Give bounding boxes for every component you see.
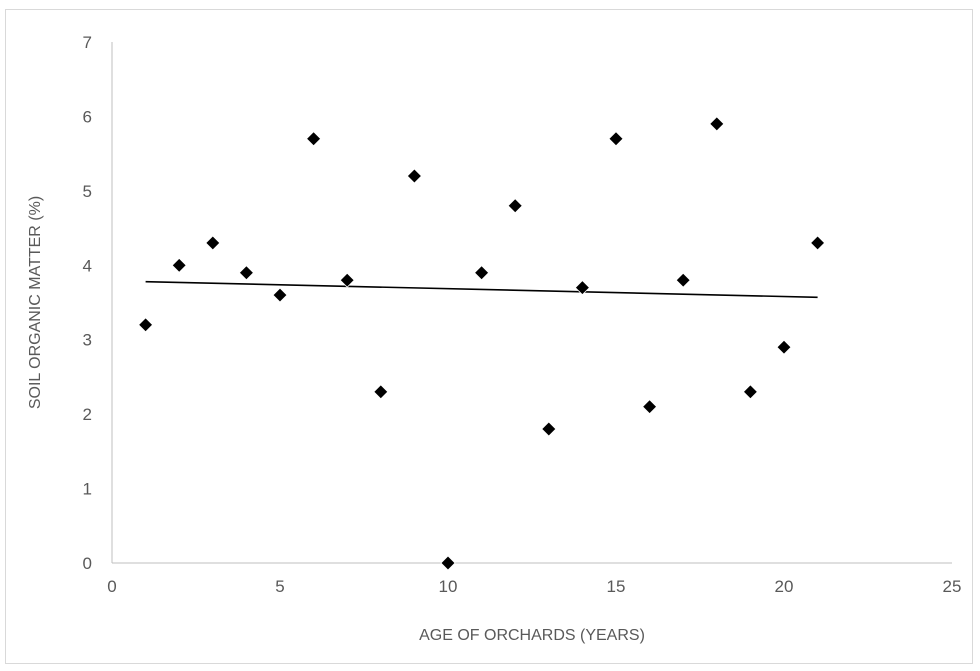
x-tick-labels: 0 5 10 15 20 25 bbox=[107, 577, 961, 596]
y-tick-label: 4 bbox=[83, 256, 92, 275]
data-point-diamond bbox=[373, 384, 389, 400]
x-tick-label: 25 bbox=[943, 577, 962, 596]
data-point-diamond bbox=[171, 257, 187, 273]
data-point-diamond bbox=[238, 265, 254, 281]
data-point-diamond bbox=[138, 317, 154, 333]
data-point-diamond bbox=[339, 272, 355, 288]
x-tick-label: 15 bbox=[607, 577, 626, 596]
data-point-diamond bbox=[709, 116, 725, 132]
trendline bbox=[145, 280, 818, 299]
data-point-diamond bbox=[675, 272, 691, 288]
data-point-diamond bbox=[440, 555, 456, 571]
data-point-diamond bbox=[608, 131, 624, 147]
y-tick-label: 3 bbox=[83, 331, 92, 350]
data-point-diamond bbox=[272, 287, 288, 303]
y-tick-label: 0 bbox=[83, 554, 92, 573]
y-axis-title: SOIL ORGANIC MATTER (%) bbox=[27, 196, 44, 409]
data-point-diamond bbox=[507, 198, 523, 214]
x-axis-title: AGE OF ORCHARDS (YEARS) bbox=[419, 627, 645, 644]
data-point-diamond bbox=[574, 280, 590, 296]
data-point-diamond bbox=[406, 168, 422, 184]
chart-frame bbox=[5, 9, 973, 664]
data-point-diamond bbox=[474, 265, 490, 281]
y-tick-label: 1 bbox=[83, 480, 92, 499]
x-tick-label: 20 bbox=[775, 577, 794, 596]
data-point-diamond bbox=[541, 421, 557, 437]
data-point-diamond bbox=[742, 384, 758, 400]
data-points bbox=[138, 116, 826, 571]
y-tick-labels: 0 1 2 3 4 5 6 7 bbox=[83, 33, 92, 573]
x-tick-label: 0 bbox=[107, 577, 116, 596]
data-point-diamond bbox=[810, 235, 826, 251]
y-tick-label: 2 bbox=[83, 405, 92, 424]
x-tick-label: 5 bbox=[275, 577, 284, 596]
x-tick-label: 10 bbox=[439, 577, 458, 596]
data-point-diamond bbox=[642, 399, 658, 415]
data-point-diamond bbox=[306, 131, 322, 147]
data-point-diamond bbox=[776, 339, 792, 355]
data-point-diamond bbox=[205, 235, 221, 251]
y-tick-label: 6 bbox=[83, 107, 92, 126]
y-tick-label: 5 bbox=[83, 182, 92, 201]
y-tick-label: 7 bbox=[83, 33, 92, 52]
